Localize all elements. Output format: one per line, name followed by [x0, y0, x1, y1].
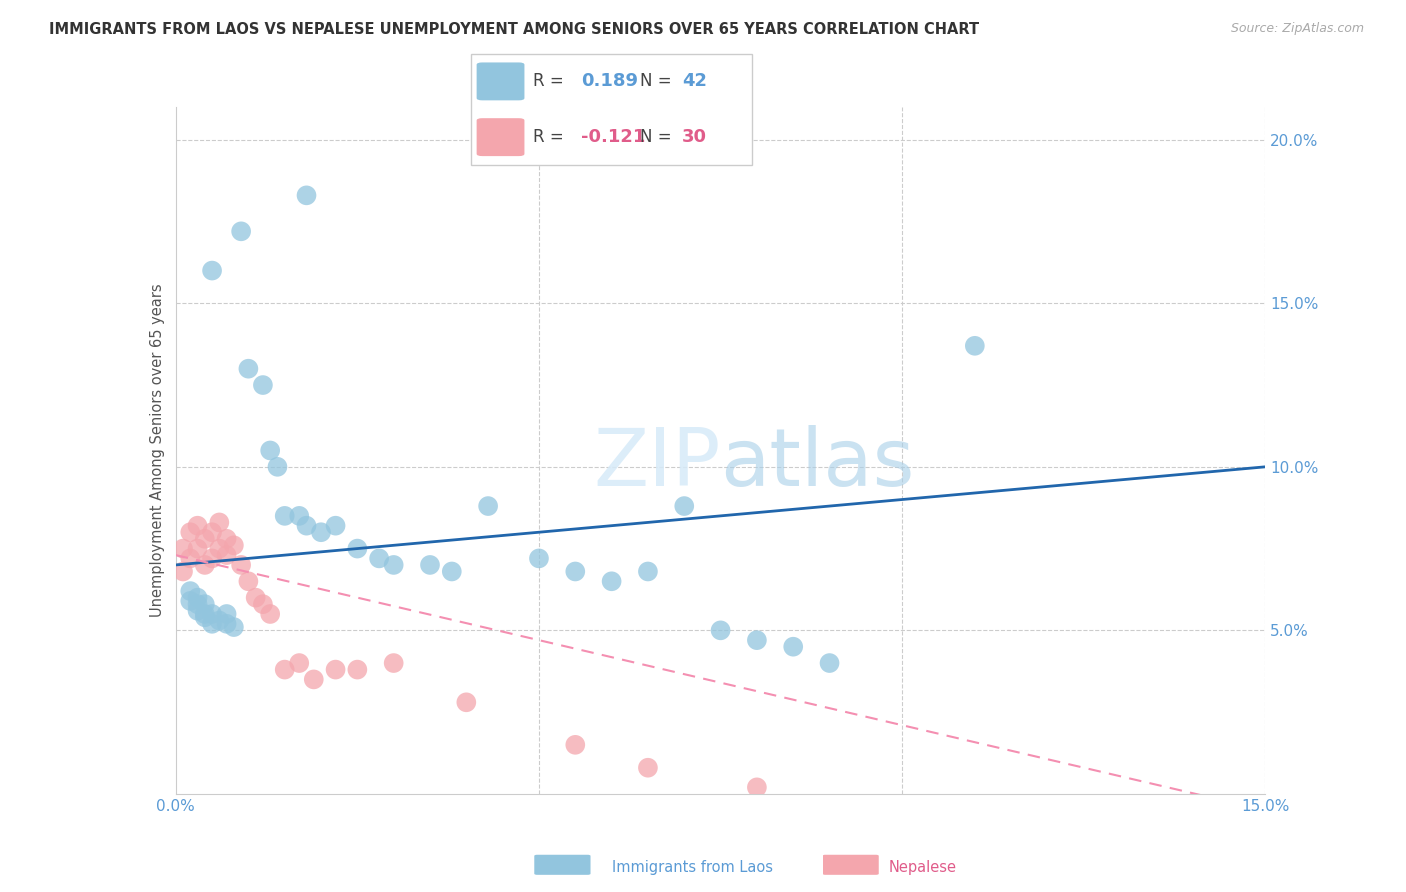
Point: [186, 591, 209, 605]
Point: [456, 695, 478, 709]
Text: Source: ZipAtlas.com: Source: ZipAtlas.com: [1230, 22, 1364, 36]
Point: [274, 663, 297, 677]
Point: [201, 551, 224, 566]
Point: [222, 620, 245, 634]
Point: [710, 624, 733, 638]
FancyBboxPatch shape: [823, 855, 879, 875]
Point: [238, 574, 260, 589]
Point: [186, 597, 209, 611]
Point: [252, 378, 274, 392]
Text: atlas: atlas: [721, 425, 915, 503]
Text: N =: N =: [640, 72, 676, 90]
Text: ZIP: ZIP: [593, 425, 721, 503]
Point: [231, 558, 253, 572]
Point: [179, 551, 201, 566]
Point: [266, 459, 288, 474]
Point: [194, 607, 217, 621]
Point: [259, 607, 281, 621]
Point: [782, 640, 804, 654]
Point: [440, 565, 463, 579]
Point: [673, 499, 696, 513]
Point: [295, 188, 318, 202]
Point: [194, 532, 217, 546]
Point: [179, 594, 201, 608]
Point: [186, 541, 209, 556]
Point: [288, 508, 311, 523]
Point: [368, 551, 391, 566]
Point: [302, 673, 325, 687]
Point: [564, 565, 586, 579]
Point: [172, 541, 194, 556]
Point: [309, 525, 332, 540]
Point: [194, 610, 217, 624]
Point: [252, 597, 274, 611]
Point: [215, 548, 238, 562]
Point: [288, 656, 311, 670]
Point: [963, 339, 986, 353]
Point: [186, 604, 209, 618]
FancyBboxPatch shape: [471, 54, 752, 165]
Point: [346, 663, 368, 677]
Text: Immigrants from Laos: Immigrants from Laos: [612, 860, 773, 874]
Text: 30: 30: [682, 128, 707, 146]
Text: -0.121: -0.121: [581, 128, 645, 146]
Point: [201, 616, 224, 631]
Point: [745, 780, 768, 795]
Point: [637, 565, 659, 579]
FancyBboxPatch shape: [477, 119, 524, 156]
Point: [419, 558, 441, 572]
Point: [245, 591, 267, 605]
Point: [382, 558, 405, 572]
Point: [201, 607, 224, 621]
Point: [295, 518, 318, 533]
Point: [201, 525, 224, 540]
Point: [179, 525, 201, 540]
Point: [172, 565, 194, 579]
Text: R =: R =: [533, 128, 569, 146]
Point: [477, 499, 499, 513]
Point: [208, 541, 231, 556]
Point: [208, 516, 231, 530]
Point: [201, 263, 224, 277]
Point: [215, 607, 238, 621]
Point: [194, 597, 217, 611]
Point: [745, 633, 768, 648]
Point: [600, 574, 623, 589]
Point: [208, 614, 231, 628]
Point: [564, 738, 586, 752]
Point: [527, 551, 550, 566]
Point: [325, 663, 347, 677]
Point: [818, 656, 841, 670]
Point: [215, 532, 238, 546]
FancyBboxPatch shape: [534, 855, 591, 875]
Point: [231, 224, 253, 238]
Point: [274, 508, 297, 523]
Point: [325, 518, 347, 533]
Text: Nepalese: Nepalese: [889, 860, 956, 874]
Point: [186, 518, 209, 533]
Point: [346, 541, 368, 556]
Point: [222, 538, 245, 552]
Point: [259, 443, 281, 458]
Point: [215, 616, 238, 631]
Text: IMMIGRANTS FROM LAOS VS NEPALESE UNEMPLOYMENT AMONG SENIORS OVER 65 YEARS CORREL: IMMIGRANTS FROM LAOS VS NEPALESE UNEMPLO…: [49, 22, 980, 37]
Y-axis label: Unemployment Among Seniors over 65 years: Unemployment Among Seniors over 65 years: [149, 284, 165, 617]
Text: 0.189: 0.189: [581, 72, 638, 90]
Point: [238, 361, 260, 376]
Text: R =: R =: [533, 72, 569, 90]
Text: N =: N =: [640, 128, 676, 146]
FancyBboxPatch shape: [477, 62, 524, 101]
Point: [179, 584, 201, 599]
Text: 42: 42: [682, 72, 707, 90]
Point: [382, 656, 405, 670]
Point: [194, 558, 217, 572]
Point: [637, 761, 659, 775]
